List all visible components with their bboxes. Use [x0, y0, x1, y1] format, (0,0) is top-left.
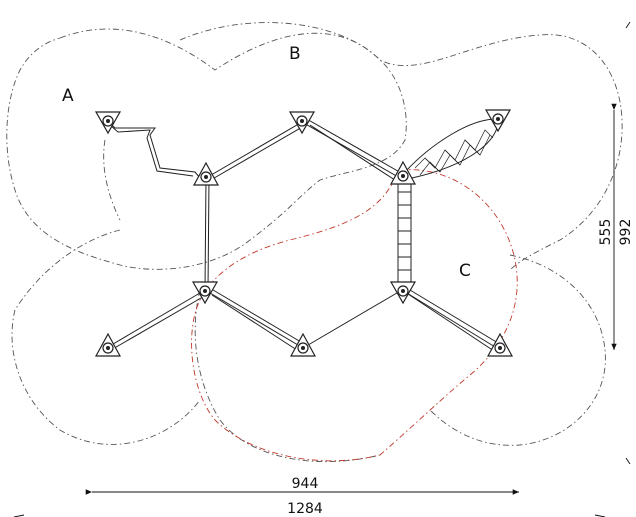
- beam: [302, 289, 403, 349]
- safety-zone-outline-overlap: [191, 169, 518, 462]
- beam: [401, 289, 501, 351]
- beam: [309, 124, 399, 183]
- safety-zone-outline: [194, 289, 381, 463]
- zone-label-a: A: [62, 86, 74, 106]
- post: [94, 332, 122, 357]
- safety-zone-outline: [103, 139, 121, 221]
- beam: [404, 286, 504, 347]
- dimension-width-outer: 1284: [287, 501, 323, 517]
- post: [289, 332, 317, 357]
- dimension-width-inner: 944: [292, 476, 319, 492]
- dimension-height-outer: 992: [618, 219, 634, 246]
- beam: [407, 293, 498, 354]
- hand-rail: [109, 124, 194, 177]
- ladder-rungs: [398, 191, 411, 271]
- post: [484, 109, 512, 133]
- dimension-width: 944 1284: [13, 476, 606, 517]
- posts: [94, 109, 514, 357]
- beam: [208, 125, 305, 182]
- zone-label-c: C: [459, 261, 471, 281]
- beam: [211, 294, 301, 353]
- beam: [207, 177, 210, 291]
- dimension-height: 555 992: [598, 21, 634, 465]
- net-bridge-mesh: [414, 129, 494, 176]
- post: [389, 160, 417, 185]
- beam: [301, 121, 401, 179]
- safety-zones: [6, 22, 623, 463]
- beam: [110, 293, 209, 351]
- safety-zone-outline: [6, 28, 407, 270]
- zone-label-b: B: [289, 44, 301, 64]
- structure: [107, 117, 504, 354]
- post: [389, 281, 417, 305]
- post: [192, 161, 220, 186]
- net-bridge: [404, 118, 499, 179]
- beam: [107, 289, 206, 348]
- beam: [205, 121, 303, 179]
- beam: [204, 289, 304, 349]
- safety-zone-outline: [11, 229, 201, 445]
- post: [94, 111, 122, 135]
- beam: [304, 117, 404, 175]
- safety-zone-outline: [179, 22, 623, 271]
- beam: [204, 177, 207, 291]
- post: [288, 111, 316, 135]
- safety-zone-outline: [429, 254, 606, 446]
- hand-rail: [107, 120, 201, 179]
- dimension-height-inner: 555: [598, 219, 614, 246]
- post: [486, 332, 514, 357]
- beam: [207, 286, 307, 346]
- post: [191, 281, 219, 305]
